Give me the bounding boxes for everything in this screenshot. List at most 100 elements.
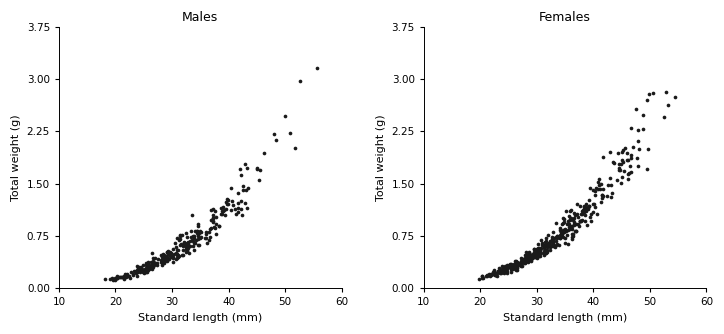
Point — [532, 248, 544, 254]
Point — [532, 247, 544, 253]
Point — [607, 159, 619, 165]
Point — [114, 275, 126, 280]
Point — [216, 212, 227, 217]
Point — [587, 187, 599, 192]
Point — [178, 242, 190, 248]
Point — [512, 262, 523, 267]
Point — [161, 249, 172, 255]
Point — [156, 259, 168, 264]
Point — [225, 208, 237, 213]
Point — [542, 241, 553, 246]
Point — [532, 247, 544, 253]
Point — [616, 174, 628, 180]
Point — [254, 168, 266, 173]
Point — [111, 276, 123, 281]
Point — [146, 250, 158, 256]
Point — [568, 211, 580, 216]
Point — [481, 273, 493, 278]
Point — [576, 218, 587, 223]
Point — [209, 208, 221, 214]
Point — [565, 224, 576, 230]
Point — [284, 130, 295, 136]
Point — [519, 252, 531, 258]
Point — [161, 258, 173, 263]
Point — [159, 256, 170, 261]
Point — [508, 264, 520, 269]
Point — [567, 231, 578, 236]
Point — [121, 275, 132, 280]
Point — [109, 275, 121, 281]
Point — [534, 247, 546, 252]
Point — [160, 257, 172, 262]
Point — [534, 248, 546, 253]
Point — [520, 256, 531, 262]
Point — [494, 269, 505, 275]
Point — [156, 255, 168, 260]
Point — [528, 249, 539, 255]
Point — [626, 155, 637, 160]
Point — [476, 274, 487, 279]
Point — [557, 234, 569, 240]
Point — [478, 275, 489, 281]
Point — [534, 253, 545, 258]
Point — [644, 92, 655, 97]
Point — [529, 250, 540, 256]
Point — [583, 203, 594, 208]
Point — [536, 237, 547, 242]
Point — [576, 208, 588, 214]
Point — [489, 272, 500, 278]
Point — [521, 252, 533, 257]
Point — [162, 248, 174, 253]
Point — [567, 233, 578, 239]
Point — [188, 235, 200, 240]
Point — [168, 246, 180, 252]
Point — [235, 206, 246, 211]
Point — [232, 200, 243, 205]
Point — [615, 161, 626, 167]
Point — [541, 244, 552, 249]
Point — [539, 253, 550, 258]
Point — [560, 228, 571, 234]
Point — [523, 254, 534, 259]
Point — [576, 217, 588, 222]
Point — [624, 164, 636, 169]
Point — [146, 263, 158, 268]
Point — [158, 255, 169, 261]
Point — [218, 208, 230, 214]
Point — [501, 266, 513, 271]
Point — [576, 211, 587, 216]
Point — [213, 223, 224, 229]
Point — [117, 275, 128, 280]
Point — [622, 158, 634, 163]
Point — [579, 206, 591, 212]
Point — [311, 65, 323, 70]
Point — [571, 201, 582, 207]
Point — [503, 263, 515, 269]
Point — [111, 276, 123, 281]
Point — [562, 232, 573, 237]
Point — [143, 266, 154, 271]
Point — [565, 218, 576, 223]
Point — [511, 259, 523, 264]
Point — [174, 233, 185, 238]
Point — [117, 274, 129, 280]
Point — [584, 197, 595, 203]
Point — [180, 246, 192, 252]
Point — [489, 272, 500, 277]
Point — [222, 196, 233, 202]
Point — [641, 98, 653, 103]
Point — [597, 154, 609, 160]
Point — [522, 258, 534, 263]
Point — [505, 264, 517, 270]
Point — [146, 267, 157, 272]
Point — [618, 168, 630, 173]
Point — [527, 254, 539, 260]
Point — [487, 272, 499, 277]
Point — [130, 268, 142, 274]
Point — [579, 204, 591, 209]
Point — [568, 219, 580, 225]
Point — [237, 184, 249, 189]
Point — [570, 213, 581, 218]
Point — [182, 245, 194, 250]
Point — [571, 211, 583, 216]
